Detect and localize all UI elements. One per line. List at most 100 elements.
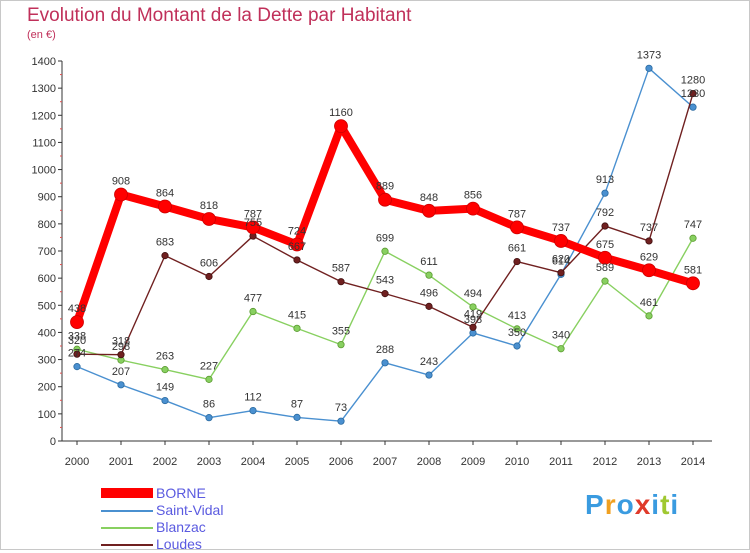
legend-label: Saint-Vidal — [156, 502, 224, 518]
data-point — [601, 222, 609, 230]
data-label: 747 — [684, 219, 702, 231]
data-label: 263 — [156, 351, 174, 363]
data-point — [378, 192, 392, 207]
data-label: 318 — [112, 336, 130, 348]
data-point — [513, 257, 521, 266]
data-label: 415 — [288, 309, 306, 321]
x-tick-label: 2014 — [681, 456, 705, 468]
legend-swatch — [101, 544, 153, 546]
y-tick-label: 1400 — [32, 56, 56, 68]
data-label: 243 — [420, 356, 438, 368]
data-label: 413 — [508, 310, 526, 322]
data-point — [114, 187, 128, 202]
data-labels-borne: 438 908 864 818 787 724 1160 889 848 856 787 737 675… — [68, 107, 702, 315]
data-point — [205, 414, 213, 422]
data-point — [73, 350, 81, 358]
y-tick-label: 200 — [38, 382, 56, 394]
data-point — [249, 307, 257, 316]
data-label: 350 — [508, 327, 526, 339]
chart-title: Evolution du Montant de la Dette par Hab… — [27, 5, 412, 26]
data-point — [337, 341, 345, 349]
data-point — [689, 234, 697, 242]
data-point — [689, 103, 697, 111]
data-labels-loudes: 320 318 683 606 755 667 587 543 496 419 661 620 792 7… — [68, 75, 705, 348]
data-point — [557, 345, 565, 353]
y-tick-label: 400 — [38, 327, 56, 339]
data-point — [246, 220, 260, 235]
data-label: 355 — [332, 326, 350, 338]
chart-axes: 0 100 200 300 400 500 600 700 800 900 1000 1100 1200… — [32, 56, 712, 468]
data-point — [466, 201, 480, 216]
data-point — [293, 256, 301, 264]
data-point — [117, 381, 125, 389]
data-label: 755 — [244, 217, 262, 229]
y-tick-label: 300 — [38, 355, 56, 367]
data-point — [554, 234, 568, 248]
data-label: 737 — [552, 222, 570, 234]
data-label: 737 — [640, 222, 658, 234]
data-point — [425, 271, 433, 279]
x-tick-label: 2007 — [373, 456, 397, 468]
y-tick-label: 100 — [38, 409, 56, 421]
data-label: 338 — [68, 330, 86, 342]
logo-letter: o — [616, 489, 635, 520]
data-point — [513, 342, 521, 350]
data-point — [469, 323, 477, 331]
data-point — [601, 277, 609, 285]
data-label: 274 — [68, 348, 86, 360]
legend-swatch — [101, 488, 153, 498]
x-tick-label: 2000 — [65, 456, 89, 468]
x-tick-label: 2005 — [285, 456, 309, 468]
data-point — [381, 290, 389, 298]
logo-letter: x — [634, 489, 652, 520]
data-point — [73, 363, 81, 371]
data-point — [293, 324, 301, 332]
data-point — [686, 276, 700, 291]
logo-letter: i — [651, 489, 661, 520]
legend-label: BORNE — [156, 485, 206, 501]
data-point — [337, 278, 345, 286]
data-label: 227 — [200, 360, 218, 372]
data-label: 848 — [420, 192, 438, 204]
data-label: 856 — [464, 190, 482, 202]
data-labels-blanzac: 338 298 263 227 477 415 355 699 611 494 413 340 589 4… — [68, 219, 702, 372]
y-tick-label: 700 — [38, 246, 56, 258]
data-point — [469, 303, 477, 311]
x-tick-label: 2010 — [505, 456, 529, 468]
data-label: 606 — [200, 258, 218, 270]
y-tick-label: 900 — [38, 192, 56, 204]
series-line — [76, 92, 694, 356]
x-tick-label: 2001 — [109, 456, 133, 468]
data-point — [70, 315, 84, 330]
legend-label: Loudes — [156, 536, 202, 552]
data-label: 699 — [376, 232, 394, 244]
data-point — [598, 250, 612, 265]
x-tick-label: 2008 — [417, 456, 441, 468]
data-label: 589 — [596, 262, 614, 274]
logo-letter: P — [585, 489, 605, 520]
data-label: 1280 — [681, 75, 705, 87]
data-label: 864 — [156, 187, 174, 199]
x-tick-label: 2003 — [197, 456, 221, 468]
proxiti-logo: Proxiti — [585, 489, 679, 521]
data-label: 494 — [464, 288, 482, 300]
data-label: 787 — [244, 208, 262, 220]
data-point — [510, 220, 524, 235]
legend-label: Blanzac — [156, 519, 206, 535]
data-label: 1160 — [329, 107, 353, 119]
series-borne — [70, 119, 700, 330]
x-tick-label: 2004 — [241, 456, 265, 468]
data-label: 629 — [640, 251, 658, 263]
data-label: 419 — [464, 308, 482, 320]
x-tick-label: 2013 — [637, 456, 661, 468]
data-label: 461 — [640, 297, 658, 309]
data-point — [645, 237, 653, 245]
data-point — [205, 375, 213, 383]
data-point — [381, 247, 389, 255]
chart-subtitle: (en €) — [27, 29, 56, 41]
data-label: 611 — [420, 256, 438, 268]
data-label: 86 — [203, 399, 215, 411]
y-tick-label: 1000 — [32, 165, 56, 177]
data-label: 320 — [68, 335, 86, 347]
data-label: 913 — [596, 174, 614, 186]
